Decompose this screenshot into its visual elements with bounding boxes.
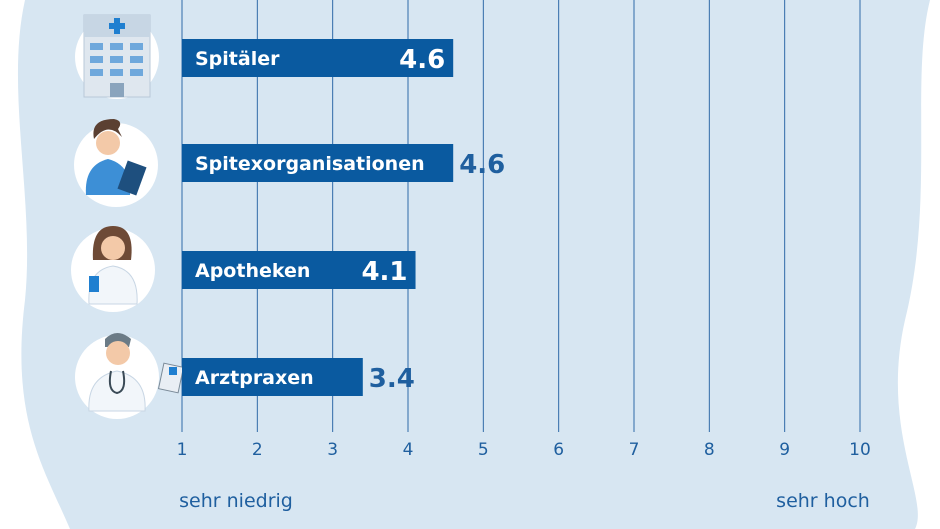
bar bbox=[182, 144, 454, 182]
bar-value-label: 4.6 bbox=[459, 150, 505, 180]
x-axis-ticks: 1 2 3 4 5 6 7 8 9 10 bbox=[177, 440, 871, 460]
x-tick-label: 9 bbox=[779, 440, 790, 460]
x-tick-label: 5 bbox=[478, 440, 489, 460]
scale-high-label: sehr hoch bbox=[776, 490, 870, 512]
bar-category-label: Spitexorganisationen bbox=[195, 153, 425, 175]
bar-category-label: Arztpraxen bbox=[195, 367, 314, 389]
scale-low-label: sehr niedrig bbox=[179, 490, 293, 512]
bar-value-label: 3.4 bbox=[369, 364, 415, 394]
bar-value-label: 4.6 bbox=[399, 45, 445, 75]
pharmacist-icon bbox=[71, 226, 155, 312]
x-tick-label: 8 bbox=[704, 440, 715, 460]
bar bbox=[182, 358, 363, 396]
x-tick-label: 10 bbox=[849, 440, 871, 460]
bar-category-label: Spitäler bbox=[195, 48, 280, 70]
bar bbox=[182, 39, 454, 77]
doctor-with-stethoscope-icon bbox=[75, 333, 185, 419]
hospital-building-icon bbox=[75, 14, 159, 99]
bars: Spitäler 4.6 Spitexorganisationen 4.6 Apothe… bbox=[182, 39, 505, 396]
bar-category-label: Apotheken bbox=[195, 260, 310, 282]
x-tick-label: 6 bbox=[553, 440, 564, 460]
bar-value-label: 4.1 bbox=[361, 257, 407, 287]
row-icons bbox=[71, 14, 185, 419]
x-tick-label: 7 bbox=[629, 440, 640, 460]
x-tick-label: 1 bbox=[177, 440, 188, 460]
nurse-with-clipboard-icon bbox=[74, 119, 158, 207]
x-tick-label: 3 bbox=[327, 440, 338, 460]
bar bbox=[182, 251, 416, 289]
x-tick-label: 4 bbox=[403, 440, 414, 460]
x-tick-label: 2 bbox=[252, 440, 263, 460]
